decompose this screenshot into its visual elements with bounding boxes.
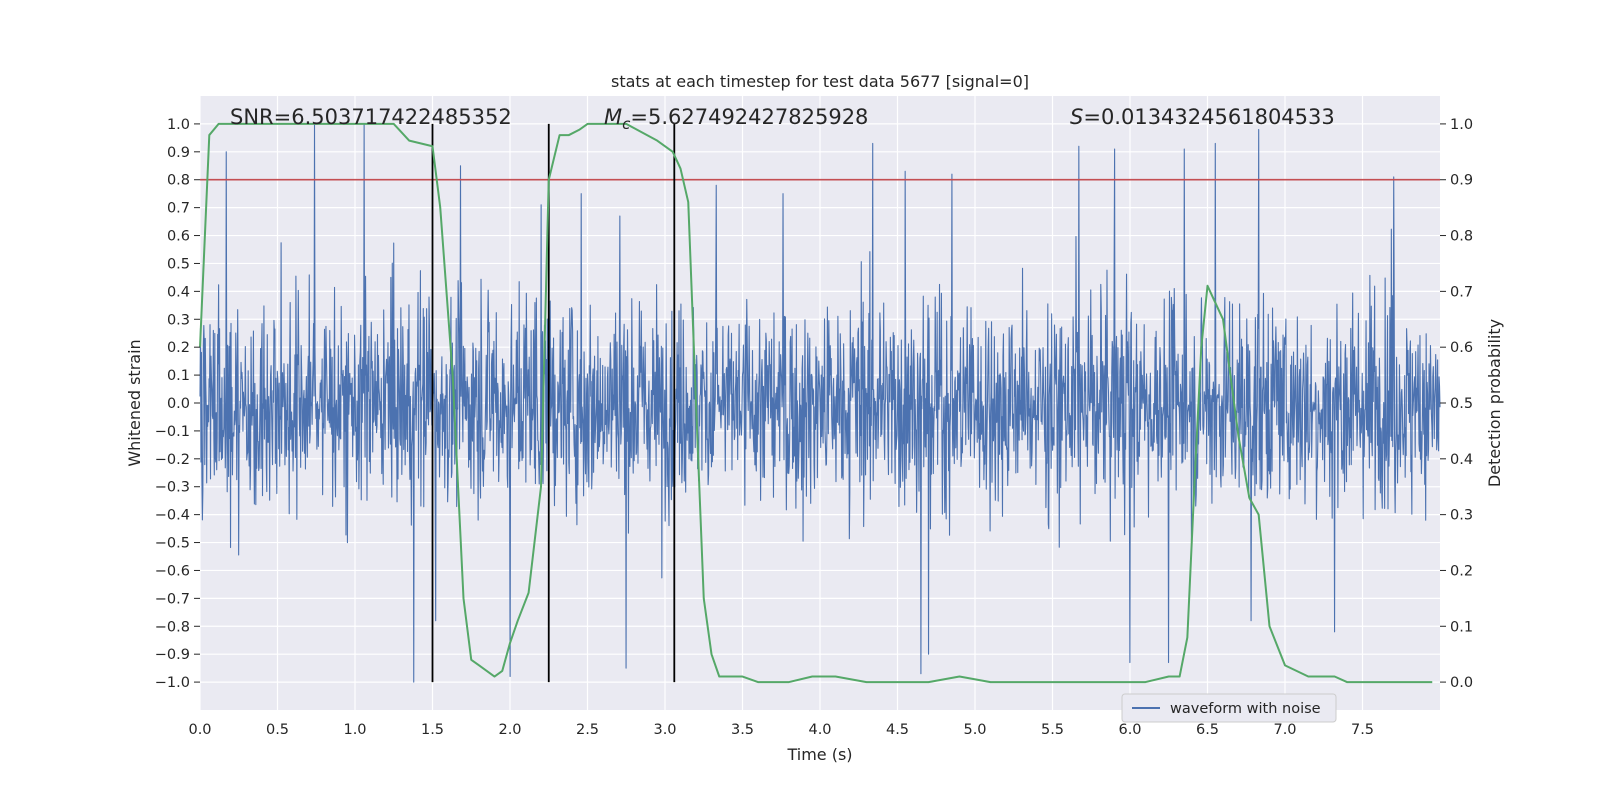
s-symbol: S [1070,105,1083,129]
s-annotation: S=0.0134324561804533 [1070,105,1335,129]
x-tick-label: 3.5 [731,722,754,738]
y-tick-label-right: 0.1 [1450,619,1473,635]
y-tick-label-right: 1.0 [1450,117,1473,133]
y-axis-label-right: Detection probability [1485,319,1504,487]
y-tick-label-right: 0.5 [1450,396,1473,412]
x-tick-label: 4.5 [886,722,909,738]
legend: waveform with noise [1121,693,1337,723]
y-tick-label-right: 0.2 [1450,563,1473,579]
y-tick-label-left: 0.2 [167,340,190,356]
y-tick-label-left: 0.9 [167,145,190,161]
legend-box [1121,693,1337,723]
x-tick-label: 0.5 [266,722,289,738]
y-tick-label-right: 0.6 [1450,340,1473,356]
x-tick-label: 6.5 [1196,722,1219,738]
x-tick-label: 2.5 [576,722,599,738]
x-tick-label: 5.0 [963,722,986,738]
y-tick-label-right: 0.9 [1450,173,1473,189]
y-tick-label-right: 0.7 [1450,284,1473,300]
overlay [199,122,1440,684]
x-tick-label: 6.0 [1118,722,1141,738]
chirp-mass-subscript: c [622,115,631,133]
x-tick-label: 0.0 [188,722,211,738]
waveform-series [199,123,1441,683]
x-tick-label: 4.0 [808,722,831,738]
y-tick-label-left: −0.3 [155,480,190,496]
x-axis-label: Time (s) [786,745,852,764]
y-tick-label-right: 0.8 [1450,229,1473,245]
x-tick-label: 7.0 [1273,722,1296,738]
x-tick-label: 7.5 [1351,722,1374,738]
y-tick-label-left: 0.3 [167,312,190,328]
y-tick-label-left: 1.0 [167,117,190,133]
y-tick-label-left: −0.8 [155,619,190,635]
y-tick-label-left: 0.5 [167,256,190,272]
y-tick-label-left: −0.7 [155,591,190,607]
y-tick-label-left: −0.5 [155,536,190,552]
waveform-line [199,123,1441,683]
y-tick-label-left: −0.6 [155,563,190,579]
x-tick-label: 5.5 [1041,722,1064,738]
chirp-mass-symbol: M [604,105,622,129]
y-tick-label-left: 0.8 [167,173,190,189]
snr-annotation: SNR=6.503717422485352 [230,105,512,129]
x-tick-label: 1.5 [421,722,444,738]
s-value: =0.0134324561804533 [1083,105,1334,129]
y-tick-label-left: −1.0 [155,675,190,691]
legend-entry: waveform with noise [1170,701,1321,717]
y-tick-label-left: −0.4 [155,508,190,524]
y-tick-label-left: −0.2 [155,452,190,468]
y-tick-label-right: 0.0 [1450,675,1473,691]
y-tick-label-left: 0.4 [167,284,190,300]
x-tick-label: 3.0 [653,722,676,738]
x-tick-label: 2.0 [498,722,521,738]
y-tick-label-left: 0.6 [167,229,190,245]
y-tick-label-left: 0.7 [167,201,190,217]
y-tick-label-left: 0.1 [167,368,190,384]
y-tick-label-left: −0.1 [155,424,190,440]
chirp-mass-value: =5.627492427825928 [630,105,868,129]
x-tick-label: 1.0 [343,722,366,738]
chirp-mass-annotation: Mc=5.627492427825928 [604,105,868,133]
y-tick-label-left: −0.9 [155,647,190,663]
detection-probability-line [199,122,1433,684]
chart-title: stats at each timestep for test data 567… [611,72,1029,91]
y-axis-label-left: Whitened strain [125,339,144,466]
y-tick-label-right: 0.3 [1450,508,1473,524]
y-tick-label-right: 0.4 [1450,452,1473,468]
y-tick-label-left: 0.0 [167,396,190,412]
ticks: 0.0 0.5 1.0 1.5 2.0 2.5 3.0 3.5 4.0 4.5 5.0 5.5 6.0 6… [155,117,1473,738]
